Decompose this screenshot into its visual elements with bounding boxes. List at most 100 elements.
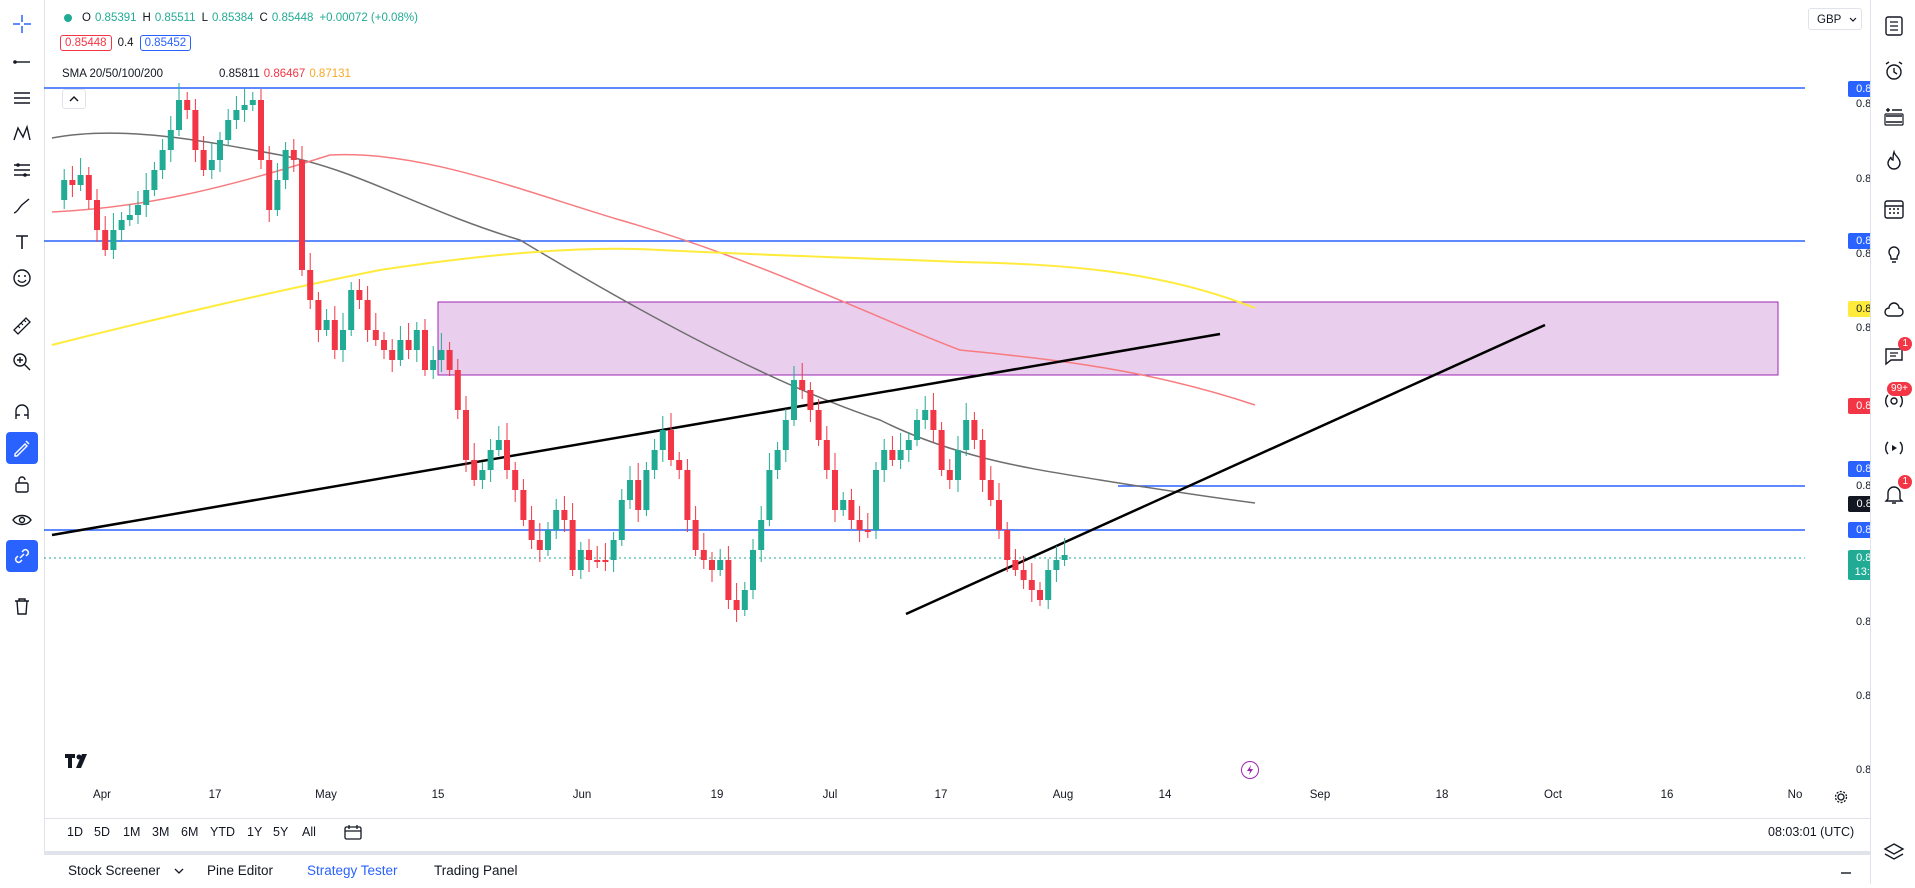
- data-window-icon[interactable]: [1878, 100, 1910, 132]
- candle-body: [873, 470, 879, 530]
- time-tick: Apr: [93, 789, 111, 801]
- candle-body: [249, 100, 256, 105]
- trend-line-icon[interactable]: [6, 46, 38, 78]
- zoom-in-icon[interactable]: [6, 346, 38, 378]
- candle-body: [659, 430, 666, 450]
- horizontal-lines-icon[interactable]: [6, 82, 38, 114]
- watchlist-icon[interactable]: [1878, 10, 1910, 42]
- supply-zone-rectangle[interactable]: [437, 301, 1779, 376]
- time-tick: Jul: [822, 789, 838, 801]
- lock-icon[interactable]: [6, 468, 38, 500]
- range-6m-button[interactable]: 6M: [181, 825, 199, 839]
- broadcast-icon[interactable]: [1878, 432, 1910, 464]
- range-5y-button[interactable]: 5Y: [273, 825, 289, 839]
- time-tick: 14: [1158, 789, 1172, 801]
- candle-body: [791, 380, 797, 420]
- sell-price-button[interactable]: 0.85448: [60, 35, 112, 51]
- candle-body: [979, 440, 986, 480]
- currency-selector[interactable]: GBP: [1808, 8, 1862, 30]
- price-chart[interactable]: [44, 0, 1868, 790]
- ruler-icon[interactable]: [6, 310, 38, 342]
- candle-body: [504, 440, 510, 470]
- time-tick: 15: [431, 789, 445, 801]
- calendar-icon[interactable]: [344, 824, 362, 840]
- lightbulb-icon[interactable]: [1878, 238, 1910, 270]
- tab-stock-screener[interactable]: Stock Screener: [68, 863, 161, 878]
- candle-body: [85, 175, 92, 200]
- candle-body: [832, 470, 838, 510]
- candle-body: [520, 490, 527, 520]
- range-3m-button[interactable]: 3M: [152, 825, 170, 839]
- sma-50-value: 0.86467: [263, 68, 306, 80]
- pattern-icon[interactable]: [6, 118, 38, 150]
- candle-body: [200, 150, 207, 170]
- chevron-down-icon[interactable]: [174, 868, 184, 875]
- range-1y-button[interactable]: 1Y: [247, 825, 263, 839]
- range-5d-button[interactable]: 5D: [94, 825, 110, 839]
- utc-clock[interactable]: 08:03:01 (UTC): [1768, 825, 1855, 839]
- sma-indicator-label[interactable]: SMA 20/50/100/200: [62, 68, 164, 80]
- lightning-icon[interactable]: [1241, 761, 1259, 779]
- chart-area[interactable]: O 0.85391 H 0.85511 L 0.85384 C 0.85448 +0.0…: [44, 0, 1904, 804]
- candle-body: [971, 420, 978, 440]
- candle-body: [676, 460, 683, 470]
- candles: [61, 83, 1068, 622]
- gear-icon[interactable]: [1834, 790, 1848, 804]
- candle-body: [815, 410, 822, 440]
- candle-body: [274, 180, 281, 210]
- notification-bell-icon[interactable]: 1: [1878, 475, 1912, 510]
- candle-body: [930, 410, 937, 430]
- prediction-icon[interactable]: [6, 154, 38, 186]
- candle-body: [118, 220, 125, 230]
- candle-body: [955, 450, 961, 480]
- range-1d-button[interactable]: 1D: [67, 825, 83, 839]
- alarm-clock-icon[interactable]: [1878, 55, 1910, 87]
- candle-body: [356, 290, 363, 300]
- range-all-button[interactable]: All: [302, 825, 316, 839]
- low-value: 0.85384: [211, 12, 254, 24]
- candle-body: [700, 550, 707, 560]
- layers-icon[interactable]: [1878, 836, 1910, 868]
- candle-body: [627, 480, 633, 500]
- candle-body: [135, 205, 141, 215]
- text-icon[interactable]: [6, 226, 38, 258]
- sma-legend[interactable]: SMA 20/50/100/200 0.85811 0.86467 0.8713…: [62, 68, 351, 80]
- buy-price-button[interactable]: 0.85452: [139, 35, 192, 51]
- hotlist-flame-icon[interactable]: [1878, 145, 1910, 177]
- candle-body: [241, 105, 248, 110]
- candle-body: [987, 480, 994, 500]
- cloud-ideas-icon[interactable]: [1878, 295, 1910, 327]
- tab-trading-panel[interactable]: Trading Panel: [434, 863, 518, 878]
- trend-line-upper[interactable]: [51, 332, 1221, 537]
- candle-body: [167, 130, 174, 150]
- minimize-icon[interactable]: [1839, 863, 1853, 877]
- range-1m-button[interactable]: 1M: [123, 825, 141, 839]
- candle-body: [823, 440, 830, 470]
- sma-50-line: [51, 153, 1256, 406]
- candle-body: [692, 520, 699, 550]
- candle-body: [372, 330, 379, 340]
- eye-icon[interactable]: [6, 504, 38, 536]
- tab-pine-editor[interactable]: Pine Editor: [207, 863, 274, 878]
- tab-strategy-tester[interactable]: Strategy Tester: [307, 863, 398, 878]
- ideas-stream-icon[interactable]: 99+: [1878, 382, 1912, 417]
- trash-icon[interactable]: [6, 590, 38, 622]
- legend-collapse-button[interactable]: [62, 89, 86, 109]
- brush-icon[interactable]: [6, 190, 38, 222]
- calendar-grid-icon[interactable]: [1878, 193, 1910, 225]
- candle-body: [290, 150, 297, 160]
- candle-body: [717, 560, 724, 570]
- emoji-icon[interactable]: [6, 262, 38, 294]
- open-value: 0.85391: [94, 12, 137, 24]
- crosshair-icon[interactable]: [6, 8, 38, 40]
- link-icon[interactable]: [6, 540, 38, 572]
- chat-icon[interactable]: 1: [1878, 337, 1912, 372]
- time-tick: 18: [1435, 789, 1449, 801]
- stay-in-drawing-mode-icon[interactable]: [6, 432, 38, 464]
- candle-body: [479, 470, 486, 480]
- candle-body: [454, 370, 461, 410]
- tradingview-logo-icon[interactable]: [64, 752, 94, 775]
- magnet-icon[interactable]: [6, 396, 38, 428]
- candle-body: [807, 390, 814, 410]
- range-ytd-button[interactable]: YTD: [210, 825, 235, 839]
